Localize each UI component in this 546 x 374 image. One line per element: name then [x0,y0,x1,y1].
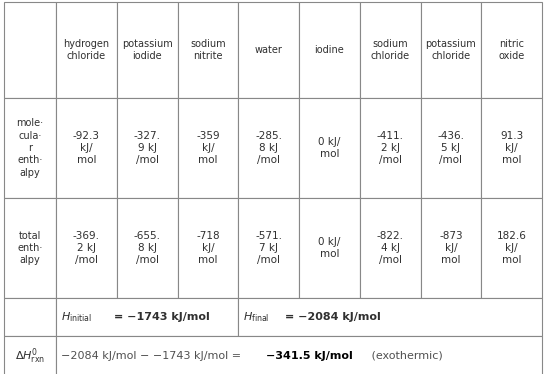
Bar [4,298,56,336]
Bar [56,298,238,336]
Bar [4,336,56,374]
Text: water: water [254,45,283,55]
Bar [420,198,481,298]
Text: $\Delta H^0_{\rm rxn}$: $\Delta H^0_{\rm rxn}$ [15,346,45,366]
Bar [238,298,542,336]
Text: total
enth·
alpy: total enth· alpy [17,231,43,266]
Text: -369.
2 kJ
/mol: -369. 2 kJ /mol [73,231,100,266]
Bar [238,2,299,98]
Bar [360,98,420,198]
Bar [56,2,117,98]
Text: nitric
oxide: nitric oxide [498,39,525,61]
Bar [481,2,542,98]
Bar [420,2,481,98]
Bar [360,2,420,98]
Text: 0 kJ/
mol: 0 kJ/ mol [318,237,341,259]
Text: (exothermic): (exothermic) [368,351,443,361]
Text: = −1743 kJ/mol: = −1743 kJ/mol [114,312,210,322]
Text: −2084 kJ/mol − −1743 kJ/mol =: −2084 kJ/mol − −1743 kJ/mol = [61,351,245,361]
Bar [117,98,177,198]
Text: −341.5 kJ/mol: −341.5 kJ/mol [266,351,353,361]
Bar [177,98,238,198]
Bar [238,198,299,298]
Bar [299,2,360,98]
Bar [360,198,420,298]
Bar [420,98,481,198]
Text: = −2084 kJ/mol: = −2084 kJ/mol [285,312,381,322]
Bar [481,198,542,298]
Bar [177,198,238,298]
Text: $H_{\rm initial}$: $H_{\rm initial}$ [61,310,92,324]
Bar [4,98,56,198]
Text: -718
kJ/
mol: -718 kJ/ mol [196,231,219,266]
Text: -822.
4 kJ
/mol: -822. 4 kJ /mol [377,231,403,266]
Text: sodium
chloride: sodium chloride [371,39,410,61]
Text: sodium
nitrite: sodium nitrite [190,39,225,61]
Bar [481,98,542,198]
Bar [56,98,117,198]
Bar [238,98,299,198]
Bar [56,336,542,374]
Text: hydrogen
chloride: hydrogen chloride [63,39,109,61]
Bar [4,198,56,298]
Bar [4,2,56,98]
Text: -327.
9 kJ
/mol: -327. 9 kJ /mol [134,131,161,165]
Text: 182.6
kJ/
mol: 182.6 kJ/ mol [497,231,526,266]
Bar [299,198,360,298]
Text: -571.
7 kJ
/mol: -571. 7 kJ /mol [255,231,282,266]
Text: -359
kJ/
mol: -359 kJ/ mol [196,131,219,165]
Text: mole·
cula·
r
enth·
alpy: mole· cula· r enth· alpy [16,118,44,178]
Text: -411.
2 kJ
/mol: -411. 2 kJ /mol [377,131,403,165]
Text: -285.
8 kJ
/mol: -285. 8 kJ /mol [255,131,282,165]
Bar [177,2,238,98]
Bar [56,198,117,298]
Text: 91.3
kJ/
mol: 91.3 kJ/ mol [500,131,523,165]
Text: iodine: iodine [314,45,344,55]
Text: $H_{\rm final}$: $H_{\rm final}$ [244,310,270,324]
Text: potassium
iodide: potassium iodide [122,39,173,61]
Text: -873
kJ/
mol: -873 kJ/ mol [439,231,462,266]
Text: potassium
chloride: potassium chloride [425,39,476,61]
Bar [117,198,177,298]
Text: -436.
5 kJ
/mol: -436. 5 kJ /mol [437,131,465,165]
Bar [299,98,360,198]
Text: -92.3
kJ/
mol: -92.3 kJ/ mol [73,131,100,165]
Text: -655.
8 kJ
/mol: -655. 8 kJ /mol [134,231,161,266]
Text: 0 kJ/
mol: 0 kJ/ mol [318,137,341,159]
Bar [117,2,177,98]
